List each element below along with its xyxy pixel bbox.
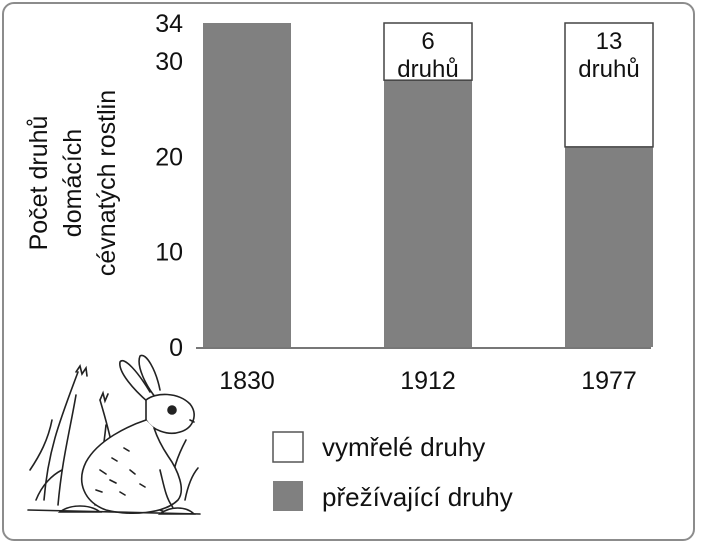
y-tick-labels: 0 10 20 30 34 <box>155 10 183 362</box>
x-tick-label-1912: 1912 <box>400 367 456 395</box>
bar-surviving-1912 <box>384 80 472 348</box>
x-tick-labels: 1830 1912 1977 <box>219 367 637 395</box>
y-axis-title-line-2: domácích <box>59 129 87 237</box>
data-label-1912-line-2: druhů <box>397 56 458 83</box>
y-tick-label: 34 <box>155 10 183 38</box>
bar-extinct-1977 <box>564 22 654 148</box>
rabbit-icon <box>27 354 201 515</box>
legend-label-prezivajici: přežívající druhy <box>322 482 513 512</box>
x-tick-label-1977: 1977 <box>581 367 637 395</box>
data-label-1977-line-1: 13 <box>596 28 623 55</box>
bar-surviving-1830 <box>203 23 291 347</box>
legend-swatch-vymrele <box>272 431 304 463</box>
y-axis-title-line-1: Počet druhů <box>25 116 53 251</box>
y-axis-title: Počet druhů domácích cévnatých rostlin <box>25 90 121 276</box>
y-tick-label: 20 <box>155 143 183 171</box>
legend: vymřelé druhy přežívající druhy <box>272 431 513 512</box>
bar-surviving-1977 <box>565 146 653 347</box>
y-tick-label: 0 <box>169 334 183 362</box>
data-label-1912-line-1: 6 <box>421 28 434 55</box>
legend-label-vymrele: vymřelé druhy <box>322 432 485 462</box>
data-label-1977-line-2: druhů <box>578 56 639 83</box>
y-tick-label: 30 <box>155 48 183 76</box>
legend-swatch-prezivajici <box>273 481 303 511</box>
y-axis-title-line-3: cévnatých rostlin <box>93 90 121 276</box>
bars <box>203 22 654 348</box>
y-tick-label: 10 <box>155 239 183 267</box>
bar-extinct-1912 <box>383 22 473 81</box>
x-tick-label-1830: 1830 <box>219 367 275 395</box>
